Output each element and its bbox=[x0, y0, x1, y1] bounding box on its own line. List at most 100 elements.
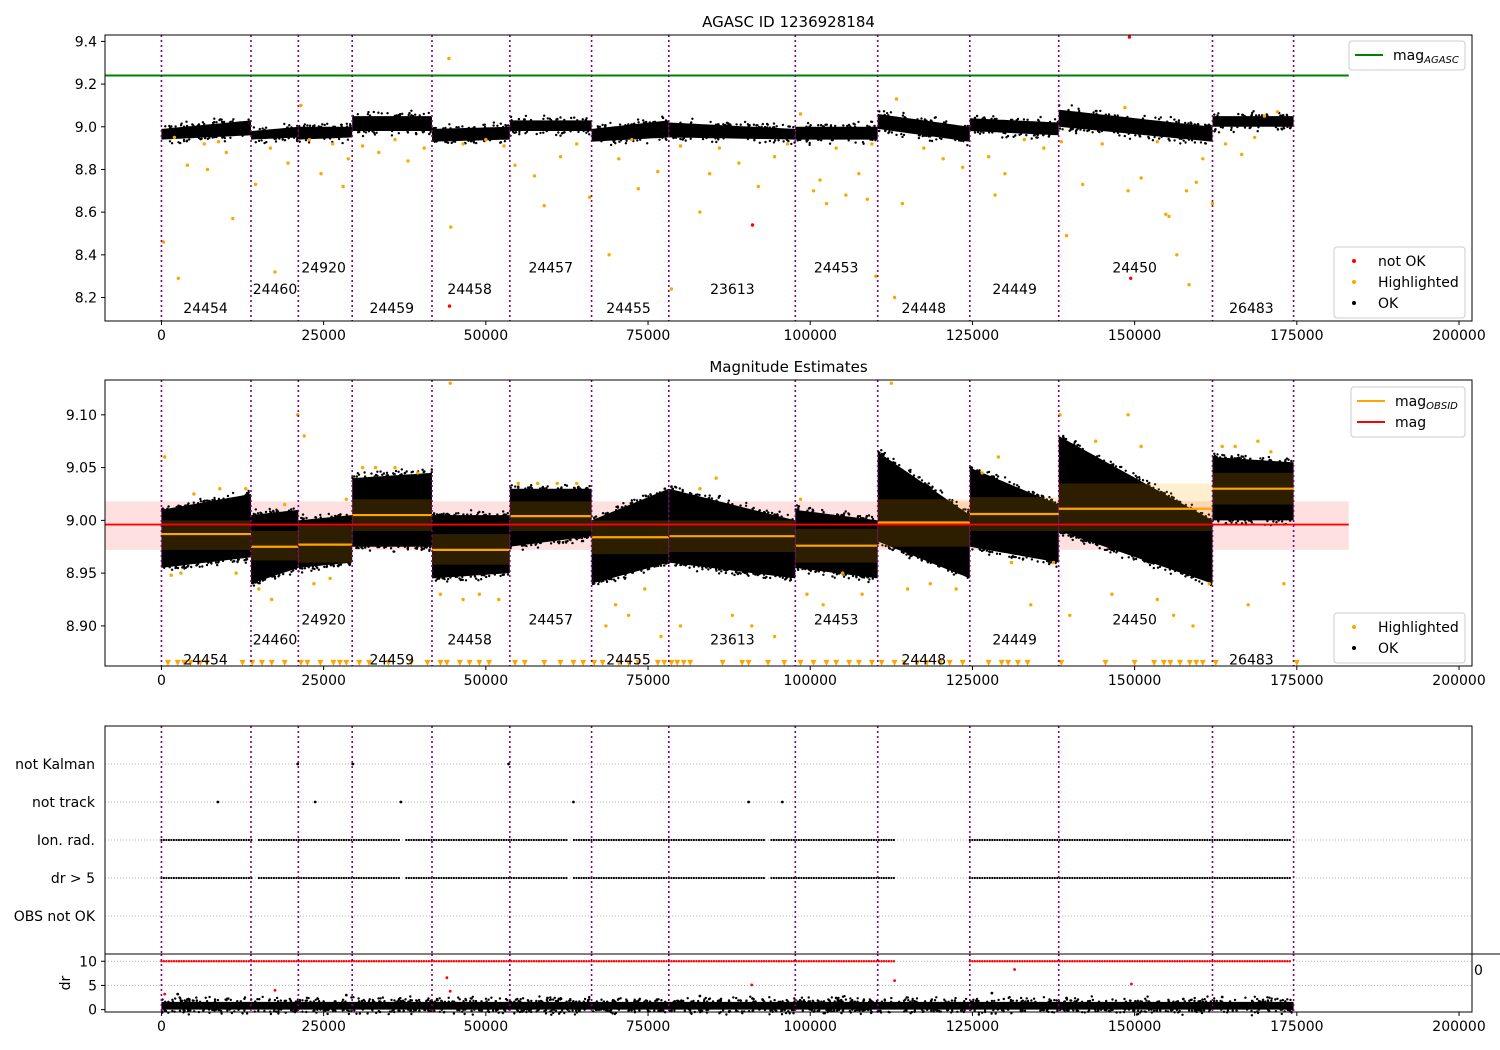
dr-point bbox=[539, 999, 543, 1003]
ok-point bbox=[878, 110, 881, 113]
flag-point bbox=[292, 838, 295, 842]
dr-point bbox=[890, 1000, 893, 1003]
ok-point bbox=[852, 122, 855, 125]
ok-point bbox=[1127, 556, 1130, 559]
below-range-marker bbox=[1102, 659, 1109, 666]
dr-point bbox=[195, 999, 198, 1002]
ok-point bbox=[428, 132, 431, 136]
dr-clipped-point bbox=[652, 960, 656, 963]
dr-clipped-point bbox=[192, 960, 196, 963]
ok-point bbox=[1094, 109, 1098, 113]
ok-point bbox=[1186, 574, 1190, 577]
x-tick-label: 200000 bbox=[1432, 1019, 1485, 1035]
flag-point bbox=[810, 838, 813, 842]
dr-clipped-point bbox=[580, 960, 583, 963]
dr-point bbox=[204, 996, 207, 999]
dr-clipped-point bbox=[657, 960, 661, 963]
flag-row-label: OBS not OK bbox=[14, 909, 96, 925]
dr-clipped-point bbox=[1181, 960, 1184, 963]
ok-point bbox=[1207, 513, 1211, 516]
x-tick-label: 100000 bbox=[784, 328, 837, 344]
flag-point bbox=[983, 876, 986, 880]
ok-point bbox=[990, 117, 993, 121]
dr-clipped-point bbox=[1041, 960, 1044, 963]
dr-clipped-point bbox=[1118, 960, 1122, 963]
highlighted-point bbox=[1233, 444, 1237, 449]
dr-clipped-point bbox=[1016, 960, 1019, 963]
dr-point bbox=[171, 998, 174, 1001]
flag-point bbox=[515, 876, 518, 880]
dr-clipped-point bbox=[800, 960, 803, 963]
flag-point bbox=[290, 876, 293, 880]
flag-point bbox=[702, 876, 706, 880]
ok-point bbox=[987, 131, 991, 134]
flag-point bbox=[427, 876, 430, 880]
dr-point bbox=[866, 1008, 870, 1012]
dr-point bbox=[883, 998, 886, 1001]
ok-point bbox=[704, 494, 707, 497]
flag-point bbox=[1183, 838, 1186, 842]
ok-point bbox=[817, 124, 820, 127]
ok-point bbox=[1118, 134, 1121, 137]
ok-point bbox=[181, 566, 184, 569]
dr-clipped-point bbox=[212, 960, 216, 963]
ok-point bbox=[720, 570, 723, 573]
dr-point bbox=[379, 997, 382, 1000]
ok-point bbox=[448, 513, 451, 517]
flag-point bbox=[362, 876, 365, 880]
flag-point bbox=[740, 838, 743, 842]
flag-point bbox=[782, 876, 786, 880]
ok-point bbox=[559, 116, 562, 119]
flag-point bbox=[747, 800, 750, 804]
dr-point bbox=[202, 1008, 205, 1011]
ok-point bbox=[272, 575, 275, 578]
dr-clipped-point bbox=[1126, 960, 1129, 963]
ok-point bbox=[1139, 135, 1142, 138]
highlighted-point bbox=[216, 140, 221, 144]
ok-point bbox=[731, 503, 734, 506]
highlighted-point bbox=[922, 146, 926, 150]
dr-point bbox=[994, 1012, 997, 1015]
ok-band bbox=[298, 126, 353, 140]
dr-point bbox=[545, 998, 548, 1002]
dr-clipped-point bbox=[1023, 960, 1026, 963]
ok-point bbox=[292, 507, 295, 510]
highlighted-point bbox=[1220, 444, 1224, 449]
ok-point bbox=[302, 125, 306, 128]
flag-point bbox=[1146, 838, 1149, 842]
dr-point bbox=[1253, 995, 1257, 998]
dr-point bbox=[1264, 1000, 1267, 1003]
magnitude-estimates-panel: Magnitude Estimates244542446024920244592… bbox=[66, 358, 1486, 689]
dr-point bbox=[1021, 1009, 1024, 1012]
ok-point bbox=[1243, 126, 1247, 129]
dr-clipped-point bbox=[1148, 960, 1152, 963]
highlighted-point bbox=[447, 56, 451, 61]
dr-point bbox=[1156, 1000, 1159, 1003]
flag-point bbox=[205, 876, 208, 880]
dr-point bbox=[753, 1000, 756, 1003]
dr-clipped-point bbox=[692, 960, 696, 963]
highlighted-point bbox=[900, 201, 905, 206]
flag-point bbox=[1073, 838, 1076, 842]
dr-point bbox=[648, 1000, 652, 1003]
ok-point bbox=[586, 487, 589, 490]
highlighted-point bbox=[575, 142, 579, 146]
dr-clipped-point bbox=[217, 960, 221, 963]
ok-point bbox=[866, 124, 869, 128]
ok-point bbox=[182, 138, 186, 142]
ok-point bbox=[733, 573, 736, 577]
dr-clipped-point bbox=[1136, 960, 1139, 963]
legend-subscript: OBSID bbox=[1426, 401, 1458, 412]
ok-point bbox=[406, 130, 409, 133]
dr-clipped-point bbox=[315, 960, 318, 963]
dr-clipped-point bbox=[280, 960, 283, 963]
dr-point bbox=[371, 1009, 374, 1012]
flag-point bbox=[325, 876, 328, 880]
dr-clipped-point bbox=[770, 960, 773, 963]
dr-point bbox=[1070, 999, 1073, 1002]
flag-point bbox=[1153, 876, 1156, 880]
flag-point bbox=[620, 838, 623, 842]
ok-point bbox=[1088, 541, 1092, 544]
legend-label: OK bbox=[1378, 641, 1399, 657]
ok-point bbox=[632, 123, 635, 126]
